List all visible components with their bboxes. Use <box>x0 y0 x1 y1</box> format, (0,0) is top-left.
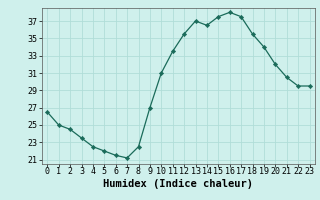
X-axis label: Humidex (Indice chaleur): Humidex (Indice chaleur) <box>103 179 253 189</box>
